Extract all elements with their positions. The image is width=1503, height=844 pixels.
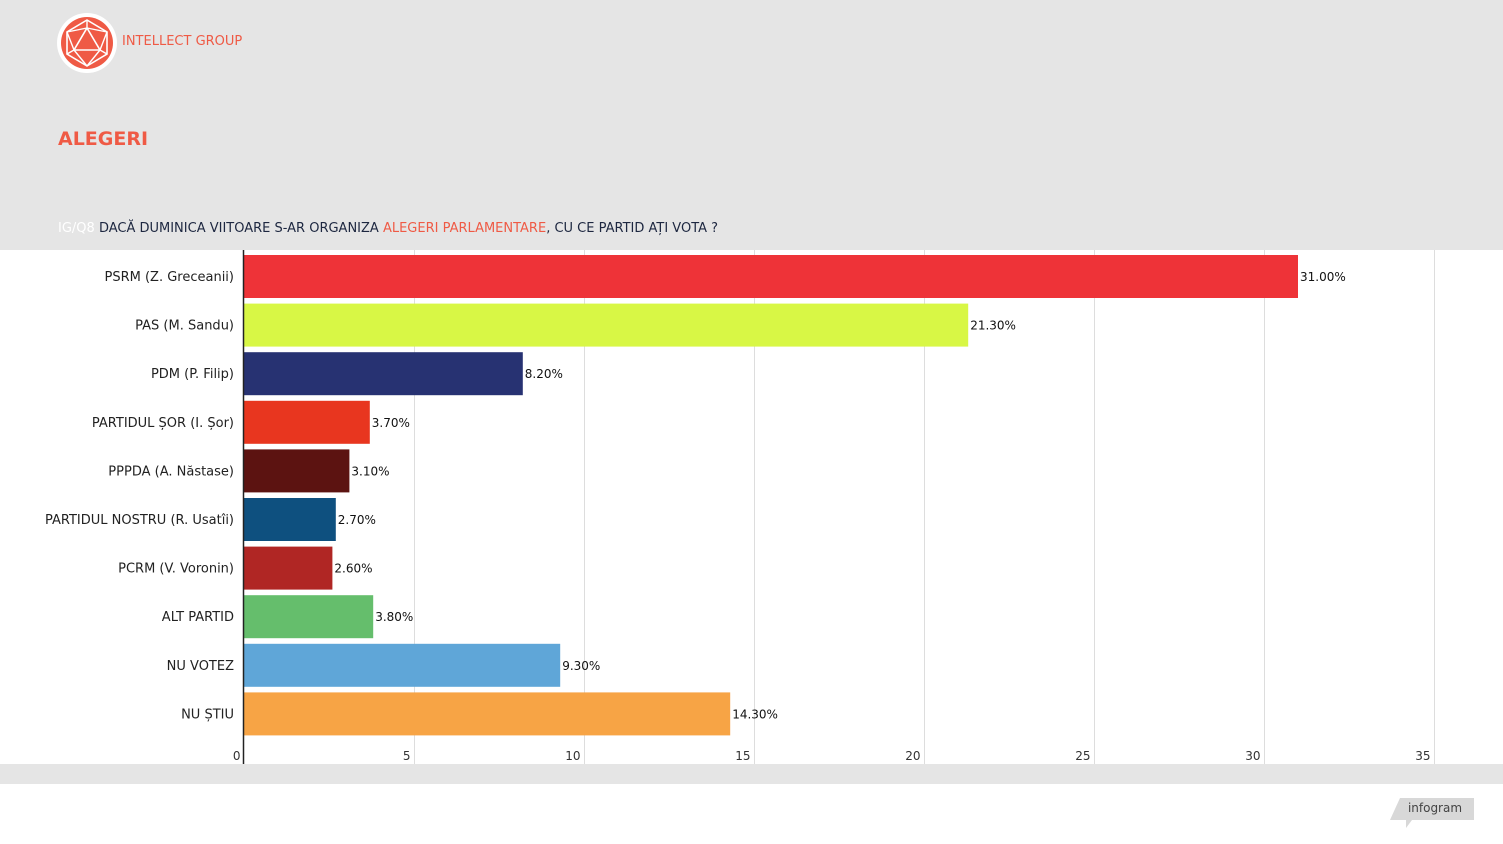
x-axis-ticks: 0 5 10 15 20 25 30 35 [233,749,1431,763]
category-label: PPPDA (A. Năstase) [108,464,234,479]
data-label: 3.70% [372,416,410,430]
bar [244,303,969,347]
bar [244,595,374,639]
intellect-group-logo-icon [57,13,117,73]
x-tick-label: 35 [1415,749,1430,763]
category-labels: PSRM (Z. Greceanii) PAS (M. Sandu) PDM (P.… [45,270,234,722]
category-label: PDM (P. Filip) [151,367,234,382]
x-tick-label: 0 [233,749,241,763]
bar [244,400,370,444]
category-label: NU ȘTIU [181,707,234,722]
bar-chart: PSRM (Z. Greceanii) PAS (M. Sandu) PDM (P.… [45,250,1435,764]
bar [244,255,1298,298]
question-prefix: IG/Q8 [58,221,95,236]
footer-band [0,764,1503,784]
brand-name: INTELLECT GROUP [122,34,243,49]
category-label: PARTIDUL NOSTRU (R. Usatîi) [45,513,234,528]
bar [244,498,336,541]
question-highlight: ALEGERI PARLAMENTARE [382,221,547,236]
data-label: 3.10% [351,464,389,478]
category-label: ALT PARTID [162,610,234,625]
x-tick-label: 25 [1075,749,1090,763]
page-title: ALEGERI [58,128,149,150]
bar [244,352,523,396]
header-band [0,0,1503,250]
question-text-part1: DACĂ DUMINICA VIITOARE S-AR ORGANIZA [98,221,383,236]
data-label: 3.80% [375,610,413,624]
infogram-badge[interactable]: infogram [1407,801,1463,815]
data-label: 14.30% [732,707,778,721]
x-tick-label: 5 [403,749,411,763]
data-label: 21.30% [970,319,1016,333]
x-tick-label: 10 [565,749,580,763]
category-label: PAS (M. Sandu) [135,319,234,334]
value-labels: 31.00% 21.30% 8.20% 3.70% 3.10% 2.70% 2.60% 3.8… [334,270,1345,721]
bars [244,255,1298,736]
category-label: NU VOTEZ [167,659,234,674]
question-text-part2: , CU CE PARTID AȚI VOTA ? [546,221,719,236]
category-label: PARTIDUL ȘOR (I. Șor) [92,416,234,431]
data-label: 31.00% [1300,270,1346,284]
bar [244,692,731,736]
data-label: 2.70% [338,513,376,527]
bar [244,643,561,687]
infogram-badge-icon [1390,798,1474,828]
data-label: 2.60% [334,562,372,576]
x-tick-label: 30 [1245,749,1260,763]
data-label: 9.30% [562,659,600,673]
bar [244,546,333,590]
chart-question: IG/Q8 DACĂ DUMINICA VIITOARE S-AR ORGANI… [58,221,718,236]
data-label: 8.20% [525,367,563,381]
category-label: PSRM (Z. Greceanii) [105,270,235,285]
bar [244,449,350,493]
category-label: PCRM (V. Voronin) [118,562,234,577]
x-tick-label: 20 [905,749,920,763]
x-tick-label: 15 [735,749,750,763]
